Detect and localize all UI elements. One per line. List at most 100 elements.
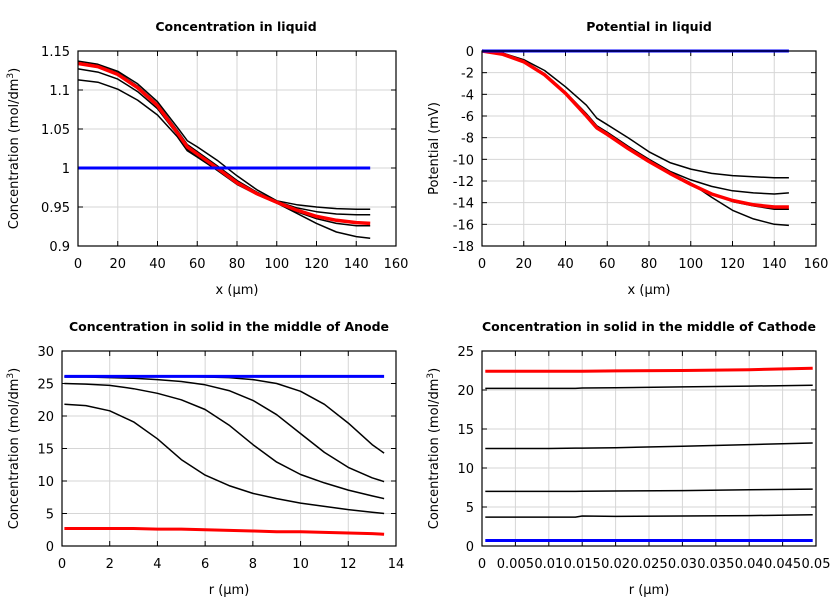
y-tick-label: -2 [461, 67, 474, 82]
y-axis-label: Concentration (mol/dm3) [6, 68, 22, 230]
x-tick-label: 0.04 [735, 557, 764, 572]
series-line-2 [64, 376, 385, 483]
y-tick-label: -8 [461, 132, 474, 147]
y-tick-label: -14 [453, 197, 474, 212]
y-axis-label: Potential (mV) [427, 102, 442, 195]
series-line-3 [78, 68, 371, 227]
y-tick-label: -16 [453, 218, 474, 233]
x-tick-label: 8 [249, 557, 257, 572]
y-tick-label: -10 [453, 153, 474, 168]
x-tick-label: 14 [388, 557, 405, 572]
x-tick-label: 40 [557, 257, 574, 272]
x-tick-label: 0.025 [630, 557, 667, 572]
x-tick-label: 4 [153, 557, 161, 572]
x-tick-label: 0.045 [764, 557, 801, 572]
series-line-4 [64, 403, 385, 515]
series-line-5 [64, 527, 385, 536]
x-tick-label: 0.015 [564, 557, 601, 572]
x-axis-label: x (µm) [216, 283, 259, 298]
series-line-4 [482, 50, 789, 227]
y-tick-label: 30 [37, 345, 54, 360]
x-tick-label: 0.02 [601, 557, 630, 572]
x-tick-label: 0.01 [534, 557, 563, 572]
y-tick-label: 10 [37, 475, 54, 490]
y-tick-label: 20 [457, 384, 474, 399]
y-tick-label: 1.1 [49, 84, 70, 99]
x-tick-label: 60 [189, 257, 206, 272]
y-axis-label: Concentration (mol/dm3) [6, 368, 22, 530]
series-line-2 [485, 442, 813, 450]
series-line-1 [64, 375, 385, 454]
y-tick-label: -12 [453, 175, 474, 190]
subplot-title: Concentration in solid in the middle of … [69, 319, 389, 334]
y-tick-label: 0.9 [49, 240, 70, 255]
x-tick-label: 100 [678, 257, 703, 272]
x-tick-label: 160 [384, 257, 409, 272]
series-line-1 [482, 50, 789, 179]
plot-frame [481, 350, 817, 547]
x-tick-label: 60 [599, 257, 616, 272]
series-line-5 [482, 49, 789, 209]
x-axis-label: r (µm) [629, 583, 670, 598]
x-axis-label: x (µm) [628, 283, 671, 298]
series-line-5 [78, 61, 371, 226]
x-tick-label: 0 [478, 257, 486, 272]
x-tick-label: 0 [58, 557, 66, 572]
subplot-title: Concentration in solid in the middle of … [482, 319, 816, 334]
series-line-4 [78, 79, 371, 239]
x-tick-label: 12 [340, 557, 357, 572]
series-line-5 [485, 366, 813, 373]
x-tick-label: 80 [229, 257, 246, 272]
y-tick-label: 1.05 [41, 123, 70, 138]
y-tick-label: 20 [37, 410, 54, 425]
subplot-1: Concentration in liquid 0 20 40 60 80 100 120 14… [6, 19, 408, 298]
y-tick-label: -6 [461, 110, 474, 125]
x-tick-label: 40 [149, 257, 166, 272]
subplot-title: Potential in liquid [586, 19, 712, 34]
x-tick-label: 20 [109, 257, 126, 272]
y-tick-label: -18 [453, 240, 474, 255]
x-tick-label: 120 [304, 257, 329, 272]
y-tick-label: 0.95 [41, 201, 70, 216]
x-tick-label: 0.03 [668, 557, 697, 572]
x-tick-label: 2 [106, 557, 114, 572]
y-tick-label: -4 [461, 88, 474, 103]
y-tick-label: 1 [62, 162, 70, 177]
x-tick-label: 0.005 [497, 557, 534, 572]
x-tick-label: 10 [292, 557, 309, 572]
series-line-3 [485, 488, 813, 493]
y-tick-label: 25 [37, 378, 54, 393]
y-tick-label: 10 [457, 462, 474, 477]
y-tick-label: 0 [466, 540, 474, 555]
x-tick-label: 0 [74, 257, 82, 272]
plot-frame [77, 50, 397, 247]
y-axis-label: Concentration (mol/dm3) [426, 368, 442, 530]
series-line-1 [78, 60, 371, 211]
y-tick-label: 25 [457, 345, 474, 360]
y-tick-label: 0 [466, 45, 474, 60]
plot-frame [61, 350, 397, 547]
x-tick-label: 20 [515, 257, 532, 272]
x-tick-label: 140 [344, 257, 369, 272]
x-tick-label: 100 [264, 257, 289, 272]
y-tick-label: 0 [46, 540, 54, 555]
x-tick-label: 0.05 [802, 557, 831, 572]
y-tick-label: 5 [466, 501, 474, 516]
plot-frame [481, 50, 817, 247]
x-tick-label: 160 [804, 257, 829, 272]
x-tick-label: 120 [720, 257, 745, 272]
x-tick-label: 6 [201, 557, 209, 572]
subplot-2: Potential in liquid 0 20 40 60 80 100 120 140 160… [427, 19, 828, 298]
x-tick-label: 0 [478, 557, 486, 572]
series-line-4 [485, 514, 813, 518]
x-tick-label: 0.035 [697, 557, 734, 572]
y-tick-label: 1.15 [41, 45, 70, 60]
series-line-3 [482, 50, 789, 210]
x-tick-label: 80 [641, 257, 658, 272]
y-tick-label: 15 [457, 423, 474, 438]
x-tick-label: 140 [762, 257, 787, 272]
series-line-2 [78, 61, 371, 216]
subplot-3: Concentration in solid in the middle of … [6, 319, 404, 598]
series-line-3 [64, 382, 385, 500]
